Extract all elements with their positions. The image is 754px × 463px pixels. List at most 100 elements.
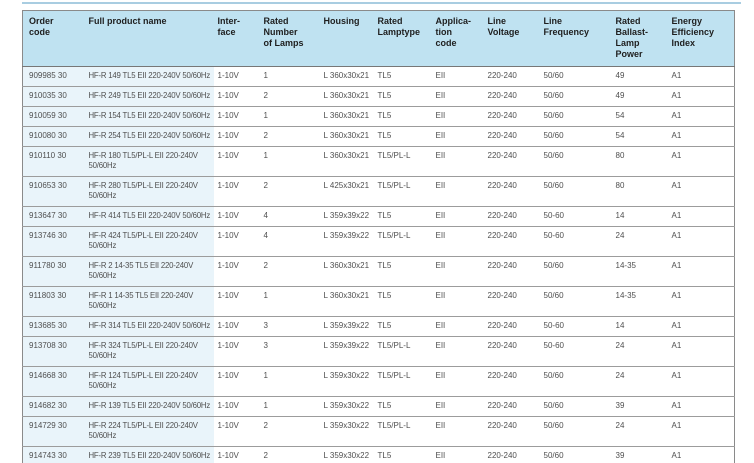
cell-application-code: EII — [431, 66, 484, 87]
cell-application-code: EII — [431, 206, 484, 227]
cell-product-name: HF-R 139 TL5 EII 220-240V 50/60Hz — [84, 396, 214, 417]
cell-housing: L 360x30x21 — [319, 66, 374, 87]
cell-line-frequency: 50/60 — [539, 256, 612, 287]
cell-rated-number-of-lamps: 2 — [259, 126, 320, 147]
cell-interface: 1-10V — [213, 256, 260, 287]
header-cell-rated-ballast-lamp-power: Rated Ballast- Lamp Power — [611, 10, 668, 67]
cell-interface: 1-10V — [213, 366, 260, 397]
cell-order-code: 910110 30 — [22, 146, 85, 177]
cell-interface: 1-10V — [213, 176, 260, 207]
cell-rated-number-of-lamps: 1 — [259, 66, 320, 87]
cell-rated-lamptype: TL5/PL-L — [373, 176, 432, 207]
cell-order-code: 914743 30 — [22, 446, 85, 463]
cell-rated-number-of-lamps: 4 — [259, 206, 320, 227]
cell-application-code: EII — [431, 366, 484, 397]
cell-rated-number-of-lamps: 3 — [259, 336, 320, 367]
cell-rated-ballast-lamp-power: 14-35 — [611, 286, 668, 317]
table-row: 910035 30 HF-R 249 TL5 EII 220-240V 50/6… — [22, 86, 735, 107]
cell-order-code: 913647 30 — [22, 206, 85, 227]
cell-line-voltage: 220-240 — [483, 126, 540, 147]
header-cell-application-code: Applica- tion code — [431, 10, 484, 67]
cell-line-frequency: 50-60 — [539, 226, 612, 257]
cell-rated-ballast-lamp-power: 54 — [611, 126, 668, 147]
header-cell-line-voltage: Line Voltage — [483, 10, 540, 67]
cell-product-name: HF-R 154 TL5 EII 220-240V 50/60Hz — [84, 106, 214, 127]
cell-rated-number-of-lamps: 2 — [259, 446, 320, 463]
cell-product-name: HF-R 314 TL5 EII 220-240V 50/60Hz — [84, 316, 214, 337]
cell-energy-efficiency-index: A1 — [667, 336, 735, 367]
cell-rated-lamptype: TL5 — [373, 66, 432, 87]
cell-line-frequency: 50/60 — [539, 286, 612, 317]
cell-application-code: EII — [431, 146, 484, 177]
cell-energy-efficiency-index: A1 — [667, 226, 735, 257]
header-cell-line-frequency: Line Frequency — [539, 10, 612, 67]
cell-product-name: HF-R 239 TL5 EII 220-240V 50/60Hz — [84, 446, 214, 463]
cell-rated-lamptype: TL5 — [373, 256, 432, 287]
cell-rated-ballast-lamp-power: 39 — [611, 446, 668, 463]
cell-rated-lamptype: TL5 — [373, 316, 432, 337]
cell-interface: 1-10V — [213, 126, 260, 147]
table-row: 910653 30 HF-R 280 TL5/PL-L EII 220-240V… — [22, 176, 735, 207]
cell-line-frequency: 50/60 — [539, 146, 612, 177]
cell-line-frequency: 50-60 — [539, 206, 612, 227]
cell-line-frequency: 50-60 — [539, 316, 612, 337]
table-row: 914729 30 HF-R 224 TL5/PL-L EII 220-240V… — [22, 416, 735, 447]
cell-order-code: 911780 30 — [22, 256, 85, 287]
cell-line-voltage: 220-240 — [483, 416, 540, 447]
cell-line-voltage: 220-240 — [483, 256, 540, 287]
cell-rated-lamptype: TL5/PL-L — [373, 336, 432, 367]
cell-housing: L 359x39x22 — [319, 226, 374, 257]
cell-order-code: 910653 30 — [22, 176, 85, 207]
cell-energy-efficiency-index: A1 — [667, 146, 735, 177]
cell-order-code: 910035 30 — [22, 86, 85, 107]
cell-application-code: EII — [431, 316, 484, 337]
table-row: 914743 30 HF-R 239 TL5 EII 220-240V 50/6… — [22, 446, 735, 463]
header-cell-rated-number-of-lamps: Rated Number of Lamps — [259, 10, 320, 67]
cell-rated-lamptype: TL5 — [373, 396, 432, 417]
cell-rated-ballast-lamp-power: 49 — [611, 86, 668, 107]
cell-rated-lamptype: TL5/PL-L — [373, 366, 432, 397]
cell-line-frequency: 50/60 — [539, 446, 612, 463]
cell-product-name: HF-R 149 TL5 EII 220-240V 50/60Hz — [84, 66, 214, 87]
cell-application-code: EII — [431, 86, 484, 107]
cell-interface: 1-10V — [213, 336, 260, 367]
table-row: 913647 30 HF-R 414 TL5 EII 220-240V 50/6… — [22, 206, 735, 227]
cell-application-code: EII — [431, 286, 484, 317]
cell-line-voltage: 220-240 — [483, 106, 540, 127]
header-cell-interface: Inter- face — [213, 10, 260, 67]
cell-rated-lamptype: TL5 — [373, 446, 432, 463]
cell-product-name: HF-R 280 TL5/PL-L EII 220-240V 50/60Hz — [84, 176, 214, 207]
cell-line-frequency: 50/60 — [539, 176, 612, 207]
ballast-product-table: Order code Full product name Inter- face… — [22, 10, 735, 463]
cell-rated-number-of-lamps: 3 — [259, 316, 320, 337]
cell-rated-ballast-lamp-power: 14 — [611, 316, 668, 337]
table-row: 913685 30 HF-R 314 TL5 EII 220-240V 50/6… — [22, 316, 735, 337]
table-row: 910059 30 HF-R 154 TL5 EII 220-240V 50/6… — [22, 106, 735, 127]
cell-energy-efficiency-index: A1 — [667, 256, 735, 287]
cell-line-voltage: 220-240 — [483, 206, 540, 227]
cell-line-frequency: 50/60 — [539, 126, 612, 147]
cell-interface: 1-10V — [213, 146, 260, 177]
cell-rated-ballast-lamp-power: 49 — [611, 66, 668, 87]
cell-line-voltage: 220-240 — [483, 336, 540, 367]
table-row: 909985 30 HF-R 149 TL5 EII 220-240V 50/6… — [22, 66, 735, 87]
cell-rated-lamptype: TL5 — [373, 206, 432, 227]
cell-rated-number-of-lamps: 2 — [259, 416, 320, 447]
cell-rated-number-of-lamps: 2 — [259, 176, 320, 207]
table-row: 914668 30 HF-R 124 TL5/PL-L EII 220-240V… — [22, 366, 735, 397]
cell-rated-number-of-lamps: 1 — [259, 146, 320, 177]
cell-line-frequency: 50/60 — [539, 416, 612, 447]
cell-energy-efficiency-index: A1 — [667, 176, 735, 207]
cell-order-code: 914729 30 — [22, 416, 85, 447]
cell-application-code: EII — [431, 106, 484, 127]
cell-order-code: 909985 30 — [22, 66, 85, 87]
cell-energy-efficiency-index: A1 — [667, 106, 735, 127]
table-header-row: Order code Full product name Inter- face… — [22, 10, 735, 67]
cell-rated-number-of-lamps: 2 — [259, 86, 320, 107]
cell-order-code: 913746 30 — [22, 226, 85, 257]
cell-application-code: EII — [431, 176, 484, 207]
cell-order-code: 911803 30 — [22, 286, 85, 317]
cell-rated-ballast-lamp-power: 24 — [611, 226, 668, 257]
cell-interface: 1-10V — [213, 286, 260, 317]
cell-product-name: HF-R 324 TL5/PL-L EII 220-240V 50/60Hz — [84, 336, 214, 367]
